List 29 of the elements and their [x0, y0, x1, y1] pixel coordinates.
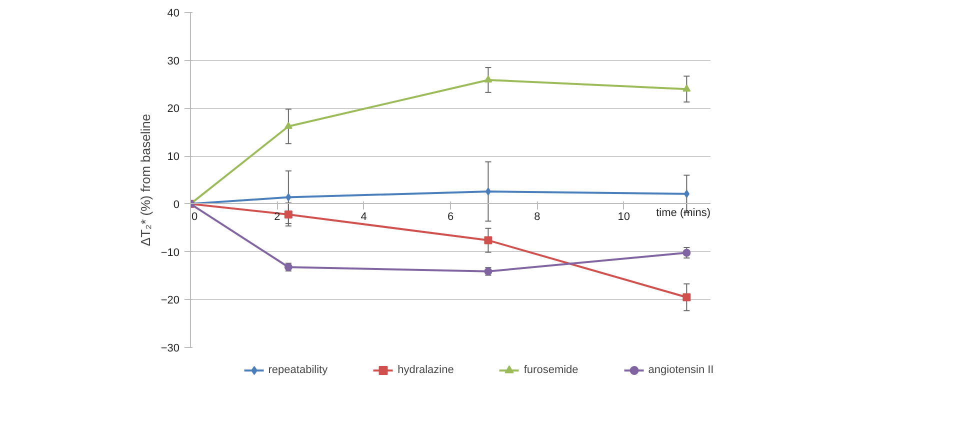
point: [682, 248, 691, 257]
point: [684, 190, 690, 198]
point: [284, 210, 292, 218]
y-tick-label: 40: [167, 8, 180, 20]
y-tick-label: −20: [160, 294, 180, 307]
y-tick-label: 10: [167, 151, 180, 164]
x-axis-title: time (mins): [656, 206, 711, 219]
point: [284, 122, 292, 129]
point: [682, 293, 691, 302]
y-tick-label: 0: [173, 198, 180, 211]
y-tick-label: 20: [167, 103, 180, 116]
point: [485, 187, 492, 196]
x-tick-label: 4: [360, 210, 367, 223]
y-axis-title: ΔT₂* (%) from baseline: [138, 114, 153, 246]
y-tick-label: −30: [160, 342, 180, 354]
x-tick-label: 10: [618, 210, 630, 223]
legend-label: angiotensin II: [648, 364, 714, 376]
legend-label: hydralazine: [398, 364, 454, 376]
legend-label: furosemide: [524, 364, 578, 376]
x-tick-label: 0: [192, 210, 198, 223]
y-tick-label: 30: [167, 55, 180, 68]
point: [682, 84, 691, 92]
y-tick-label: −10: [160, 246, 180, 259]
x-tick-label: 8: [534, 210, 540, 223]
point: [484, 75, 492, 82]
point: [484, 236, 492, 244]
x-tick-label: 6: [447, 210, 454, 223]
x-tick-label: 2: [274, 210, 280, 223]
legend-label: repeatability: [268, 364, 328, 376]
